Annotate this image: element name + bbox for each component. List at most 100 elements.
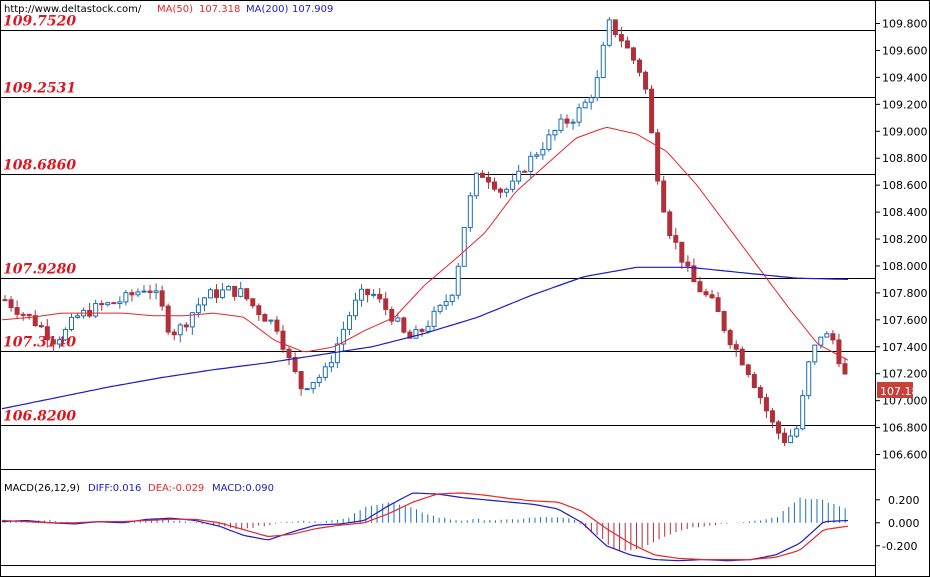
candle-body	[715, 297, 721, 313]
candle-body	[709, 294, 715, 299]
candle-body	[649, 88, 655, 134]
candle-body	[449, 294, 455, 303]
candle-body	[546, 134, 552, 150]
candle-body	[564, 118, 570, 124]
macd-dea-line	[1, 492, 849, 561]
candle-body	[691, 265, 697, 283]
candle-body	[389, 308, 395, 322]
candle-body	[322, 366, 328, 378]
candle-body	[135, 291, 141, 296]
price-tick-label: 108.000	[882, 260, 928, 273]
candle-body	[643, 71, 649, 90]
candle-body	[540, 148, 546, 156]
candle-body	[328, 362, 334, 368]
candle-body	[697, 281, 703, 293]
price-tick-label: 109.000	[882, 125, 928, 138]
candle-body	[340, 328, 346, 345]
candle-body	[262, 314, 268, 322]
candle-body	[510, 180, 516, 190]
candle-body	[8, 299, 14, 309]
candle-body	[68, 316, 74, 330]
candle-body	[788, 435, 794, 444]
candle-body	[407, 331, 413, 339]
candle-body	[721, 311, 727, 332]
candle-body	[256, 305, 262, 316]
candle-body	[528, 155, 534, 172]
macd-axis-ticks: 0.200 0.000 -0.200	[876, 494, 920, 553]
candle-body	[504, 188, 510, 193]
candle-body	[630, 47, 636, 61]
candle-body	[26, 313, 32, 317]
candle-body	[111, 302, 117, 305]
candle-body	[165, 305, 171, 333]
candle-body	[703, 291, 709, 296]
source-url[interactable]: http://www.deltastock.com/	[4, 4, 142, 15]
candle-body	[800, 395, 806, 430]
candle-body	[485, 176, 491, 183]
candle-body	[129, 292, 135, 296]
price-tick-label: 107.200	[882, 368, 928, 381]
price-tick-label: 109.200	[882, 98, 928, 111]
candle-body	[32, 315, 38, 327]
ma200-line	[1, 266, 849, 410]
candle-body	[769, 410, 775, 423]
ma200-legend-value: 107.909	[292, 4, 333, 15]
candle-body	[455, 265, 461, 296]
candle-body	[159, 290, 165, 307]
candle-body	[280, 330, 286, 350]
candle-body	[38, 325, 44, 328]
candle-body	[419, 329, 425, 332]
candle-body	[346, 315, 352, 330]
macd-dea-value: DEA:-0.029	[148, 483, 204, 494]
price-axis-ticks: 109.800 109.600 109.400 109.200 109.000 108.8…	[876, 18, 928, 462]
level-label: 107.3140	[3, 335, 76, 351]
candle-body	[727, 330, 733, 346]
candle-body	[395, 317, 401, 322]
candle-body	[383, 298, 389, 310]
candle-body	[316, 376, 322, 383]
candle-body	[274, 319, 280, 332]
candle-body	[818, 336, 824, 346]
macd-histogram	[4, 497, 846, 552]
candle-body	[473, 172, 479, 197]
candle-body	[491, 181, 497, 190]
candle-body	[600, 44, 606, 79]
candle-body	[195, 304, 201, 314]
candle-body	[685, 261, 691, 267]
candle-body	[824, 333, 830, 338]
candle-body	[655, 132, 661, 182]
macd-macd-value: MACD:0.090	[212, 483, 274, 494]
macd-diff-line	[1, 492, 849, 562]
price-tick-label: 107.600	[882, 314, 928, 327]
candle-body	[618, 34, 624, 42]
candle-body	[842, 363, 848, 375]
candle-body	[50, 339, 56, 345]
support-resistance-levels: 109.7520 109.2531 108.6860 107.9280 107.3140…	[0, 14, 876, 426]
candle-body	[516, 170, 522, 182]
candle-body	[141, 290, 147, 293]
candle-body	[189, 312, 195, 328]
candle-body	[304, 388, 310, 391]
candle-body	[75, 315, 81, 318]
candle-body	[836, 339, 842, 365]
candle-body	[461, 226, 467, 267]
candle-body	[552, 129, 558, 136]
candle-body	[679, 241, 685, 263]
candle-body	[14, 307, 20, 315]
candle-body	[425, 325, 431, 332]
candle-body	[733, 344, 739, 350]
candle-body	[334, 343, 340, 364]
candle-body	[594, 77, 600, 99]
price-tick-label: 108.400	[882, 206, 928, 219]
candle-body	[413, 329, 419, 339]
candle-body	[62, 328, 68, 341]
candle-body	[606, 19, 612, 46]
candle-body	[207, 289, 213, 299]
candle-body	[44, 326, 50, 341]
candle-body	[2, 299, 8, 302]
candle-body	[147, 290, 153, 293]
level-label: 106.8200	[3, 409, 76, 425]
candle-body	[612, 19, 618, 36]
candle-body	[268, 319, 274, 322]
